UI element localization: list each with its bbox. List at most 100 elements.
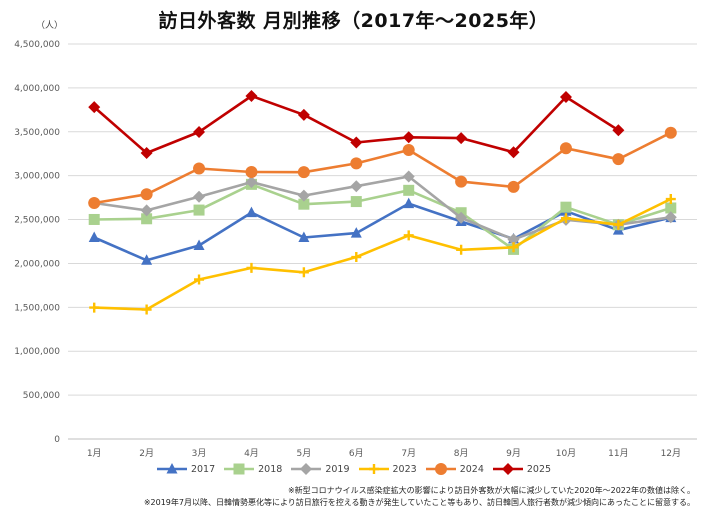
x-tick-label: 10月	[556, 448, 576, 459]
x-tick-label: 8月	[454, 448, 469, 459]
data-point	[613, 219, 624, 230]
x-tick-label: 9月	[506, 448, 521, 459]
x-tick-label: 7月	[401, 448, 416, 459]
data-point	[140, 204, 153, 217]
data-point	[508, 242, 519, 253]
x-tick-label: 4月	[244, 448, 259, 459]
data-point	[559, 142, 572, 155]
data-point	[141, 304, 152, 315]
data-point	[141, 213, 153, 225]
data-point	[368, 464, 379, 474]
data-point	[507, 180, 520, 193]
series-line-2019	[94, 175, 671, 241]
data-point	[89, 302, 100, 313]
legend-label: 2023	[392, 463, 417, 475]
data-point	[350, 196, 362, 208]
y-axis-unit-label: （人）	[36, 21, 64, 31]
data-point	[245, 165, 258, 178]
chart-legend: 2017 2018 2019 2023 2024 2025	[0, 463, 707, 475]
data-point	[403, 230, 414, 241]
legend-label: 2017	[190, 463, 216, 475]
x-tick-label: 6月	[349, 448, 364, 459]
data-point	[507, 233, 520, 246]
x-tick-label: 5月	[297, 448, 312, 459]
data-point	[297, 189, 310, 202]
data-point	[350, 180, 363, 193]
note-line-1: ※新型コロナウイルス感染症拡大の影響により訪日外客数が大幅に減少していた2020…	[287, 486, 695, 495]
data-point	[664, 211, 677, 224]
chart-notes: ※新型コロナウイルス感染症拡大の影響により訪日外客数が大幅に減少していた2020…	[144, 485, 695, 509]
data-point	[351, 252, 362, 263]
note-line-2: ※2019年7月以降、日韓情勢悪化等により訪日旅行を控える動きが発生していたこと…	[143, 498, 695, 507]
data-point	[297, 166, 310, 179]
x-tick-label: 11月	[608, 448, 628, 459]
data-point	[193, 126, 206, 139]
legend-item-2018: 2018	[223, 463, 282, 475]
x-tick-label: 3月	[192, 448, 207, 459]
legend-label: 2019	[325, 463, 350, 475]
y-tick-label: 4,000,000	[14, 84, 60, 94]
data-point	[456, 244, 467, 255]
y-tick-label: 0	[54, 435, 60, 445]
legend-label: 2024	[459, 463, 484, 475]
data-point	[560, 213, 571, 224]
data-point	[501, 463, 514, 475]
legend-label: 2025	[526, 463, 552, 475]
data-point	[297, 108, 310, 121]
data-point	[140, 147, 153, 160]
data-point	[88, 231, 100, 242]
x-tick-label: 12月	[661, 448, 681, 459]
data-point	[88, 196, 101, 209]
series-line-2018	[94, 183, 672, 251]
data-point	[455, 211, 468, 224]
series-line-2024	[93, 131, 672, 205]
data-point	[298, 198, 310, 210]
data-point	[245, 206, 257, 218]
y-tick-label: 2,000,000	[14, 259, 60, 269]
x-tick-label: 2月	[139, 448, 154, 459]
data-point	[298, 267, 309, 278]
data-point	[233, 463, 245, 475]
legend-swatch	[358, 464, 389, 474]
data-point	[402, 144, 415, 157]
data-point	[612, 153, 625, 166]
data-point	[560, 201, 572, 213]
legend-label: 2018	[258, 463, 283, 475]
y-tick-label: 2,500,000	[14, 216, 60, 226]
data-point	[193, 162, 206, 175]
y-tick-label: 3,500,000	[14, 128, 60, 138]
data-point	[166, 463, 178, 474]
y-tick-label: 1,000,000	[14, 347, 60, 357]
data-point	[402, 131, 415, 144]
y-tick-label: 3,000,000	[14, 172, 60, 182]
y-tick-label: 500,000	[23, 391, 60, 401]
legend-swatch	[425, 463, 456, 475]
data-point	[403, 184, 415, 196]
chart-title: 訪日外客数 月別推移（2017年～2025年）	[158, 10, 549, 32]
data-point	[455, 175, 468, 188]
data-point	[665, 194, 676, 205]
y-tick-label: 4,500,000	[14, 40, 60, 50]
x-tick-label: 1月	[87, 448, 102, 459]
legend-swatch	[224, 463, 255, 475]
data-point	[612, 124, 625, 137]
data-point	[665, 202, 677, 214]
legend-swatch	[291, 463, 322, 475]
data-point	[141, 254, 153, 265]
data-point	[350, 136, 363, 149]
data-point	[434, 463, 447, 475]
data-point	[245, 89, 258, 102]
data-point	[402, 170, 415, 183]
data-point	[455, 132, 468, 145]
data-point	[88, 213, 100, 225]
legend-item-2024: 2024	[425, 463, 484, 475]
data-point	[664, 126, 677, 139]
data-point	[300, 463, 313, 475]
y-tick-label: 1,500,000	[14, 303, 60, 313]
legend-swatch	[156, 463, 187, 474]
data-point	[403, 197, 415, 209]
data-point	[193, 204, 205, 216]
data-point	[245, 176, 258, 189]
legend-item-2019: 2019	[290, 463, 350, 475]
